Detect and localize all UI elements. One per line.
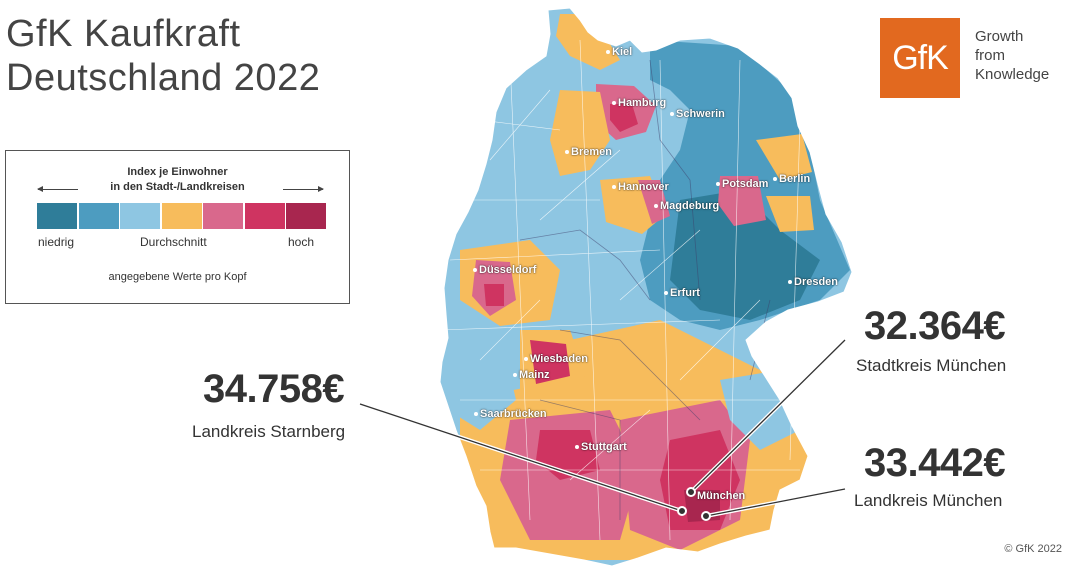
title-line-2: Deutschland 2022 [6,57,321,99]
map-region-bremen [550,90,610,176]
map-region-hamburg-core [610,104,638,132]
page-title: GfK Kaufkraft Deutschland 2022 [6,12,320,100]
tagline-line-2: from [975,47,1005,64]
city-dot-icon [612,101,616,106]
copyright: © GfK 2022 [1004,543,1062,555]
city-label-hannover: Hannover [612,181,669,193]
map-region-wiesbaden [530,340,570,384]
city-label-kiel: Kiel [606,46,632,58]
city-label-bremen: Bremen [565,146,612,158]
legend-color-scale [37,203,328,229]
city-label-saarbruecken: Saarbrücken [474,408,547,420]
city-dot-icon [575,445,579,450]
map-region-east-dark [670,190,820,320]
legend-note: angegebene Werte pro Kopf [108,271,247,283]
city-label-dresden: Dresden [788,276,838,288]
legend-low-label: niedrig [38,235,75,249]
logo-text: GfK [892,38,949,77]
city-label-magdeburg: Magdeburg [654,200,719,212]
city-dot-icon [716,182,720,187]
city-dot-icon [473,268,477,273]
callout-value-lk-muenchen: 33.442€ [864,441,1006,485]
city-dot-icon [606,50,610,55]
map-region-berlin [756,134,812,180]
city-dot-icon [664,291,668,296]
germany-map [439,7,853,567]
tagline-line-1: Growth [975,28,1024,45]
callout-value-starnberg: 34.758€ [203,367,345,411]
city-dot-icon [773,177,777,182]
callout-label-starnberg: Landkreis Starnberg [192,422,346,441]
callout-line-lk [705,488,846,517]
city-dot-icon [565,150,569,155]
city-label-potsdam: Potsdam [716,178,768,190]
city-dot-icon [513,373,517,378]
marker-starnberg-icon [677,506,687,516]
city-label-schwerin: Schwerin [670,108,725,120]
marker-stadt-muenchen-icon [686,487,696,497]
legend-swatch-5 [203,203,243,229]
map-outline [439,7,853,567]
legend-title-line-2: in den Stadt-/Landkreisen [110,181,245,193]
legend-high-label: hoch [288,235,315,249]
map-state-borders [519,59,771,520]
city-label-muenchen: München [697,490,746,502]
legend-swatch-2 [78,203,119,229]
city-label-hamburg: Hamburg [612,97,666,109]
logo-tagline: Growth from Knowledge [975,27,1049,84]
tagline-line-3: Knowledge [975,66,1050,83]
city-dot-icon [670,112,674,117]
legend-swatch-1 [37,203,77,229]
map-region-north [556,14,620,70]
arrow-left-icon [37,186,78,192]
city-label-erfurt: Erfurt [664,287,700,299]
legend-swatch-3 [120,203,160,229]
map-district-borders [440,39,801,541]
title-line-1: GfK Kaufkraft [6,13,241,55]
map-region-potsdam [718,176,766,226]
legend-title: Index je Einwohner in den Stadt-/Landkre… [6,165,349,195]
marker-lk-muenchen-icon [701,511,711,521]
city-label-wiesbaden: Wiesbaden [524,353,588,365]
city-dot-icon [612,185,616,190]
map-region-berlin-south [766,196,814,232]
callout-line-starnberg [359,403,683,512]
callout-value-stadt-muenchen: 32.364€ [864,304,1006,348]
legend: Index je Einwohner in den Stadt-/Landkre… [5,150,350,304]
city-label-stuttgart: Stuttgart [575,441,627,453]
city-label-mainz: Mainz [513,369,550,381]
map-region-saar [440,330,516,430]
legend-swatch-4 [161,203,202,229]
callout-label-lk-muenchen: Landkreis München [854,491,1003,510]
city-dot-icon [524,357,528,362]
city-dot-icon [654,204,658,209]
legend-mid-label: Durchschnitt [140,235,207,249]
city-dot-icon [474,412,478,417]
city-label-berlin: Berlin [773,173,810,185]
legend-swatch-6 [244,203,285,229]
map-region-hannover-pink [638,180,670,224]
callout-line-stadt [690,339,846,493]
callout-label-stadt-muenchen: Stadtkreis München [856,356,1007,375]
map-region-duesseldorf-core [484,284,504,306]
legend-title-line-1: Index je Einwohner [127,166,228,178]
legend-swatch-7 [286,203,326,229]
city-label-duesseldorf: Düsseldorf [473,264,536,276]
arrow-right-icon [283,186,324,192]
gfk-logo: GfK [880,18,960,98]
city-dot-icon [788,280,792,285]
